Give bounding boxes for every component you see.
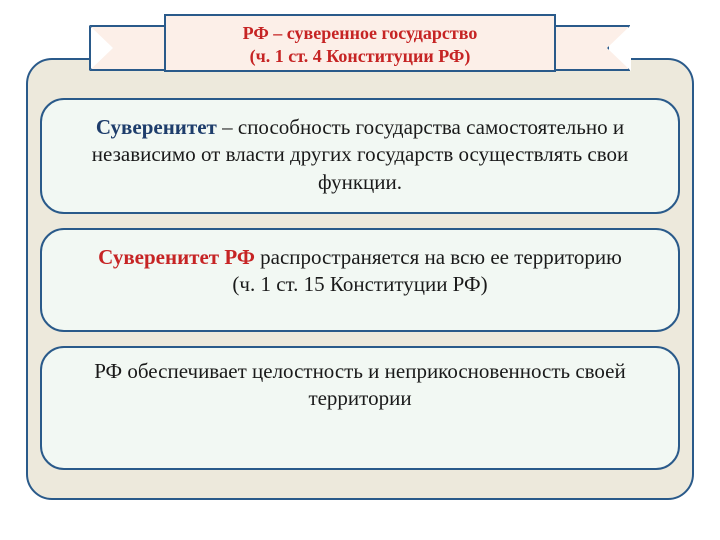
territory-card: Суверенитет РФ распространяется на всю е… — [40, 228, 680, 332]
territory-cite: (ч. 1 ст. 15 Конституции РФ) — [64, 271, 656, 298]
banner-center-panel: РФ – суверенное государство (ч. 1 ст. 4 … — [164, 14, 556, 72]
banner-title-line1: РФ – суверенное государство — [172, 22, 548, 45]
territory-lead: Суверенитет РФ — [98, 245, 255, 269]
banner-title-line2: (ч. 1 ст. 4 Конституции РФ) — [172, 45, 548, 68]
definition-card: Суверенитет – способность государства са… — [40, 98, 680, 214]
integrity-text: РФ обеспечивает целостность и неприкосно… — [94, 359, 626, 410]
integrity-card: РФ обеспечивает целостность и неприкосно… — [40, 346, 680, 470]
slide-body: Суверенитет – способность государства са… — [26, 58, 694, 500]
title-banner: РФ – суверенное государство (ч. 1 ст. 4 … — [90, 14, 630, 86]
territory-rest: распространяется на всю ее территорию — [255, 245, 622, 269]
definition-term: Суверенитет — [96, 115, 217, 139]
